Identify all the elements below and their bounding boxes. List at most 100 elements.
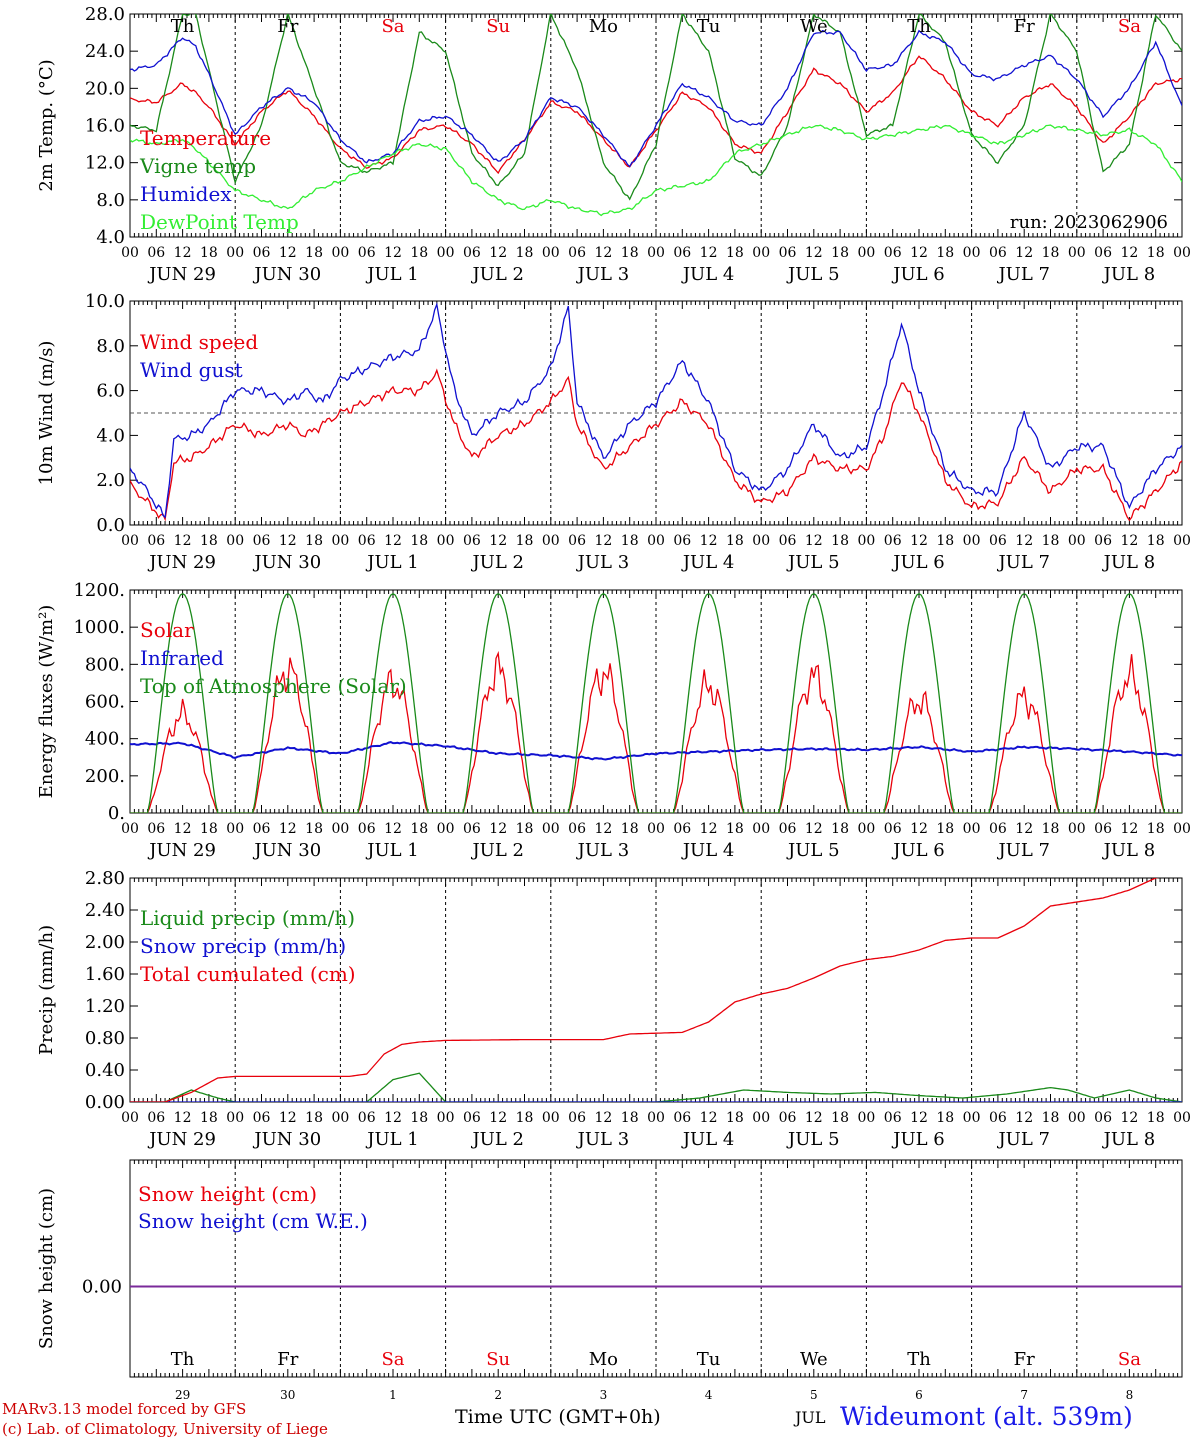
x-tick-label: 00 [857, 1110, 875, 1126]
x-tick-label: 06 [463, 245, 481, 261]
x-tick-label: 06 [253, 533, 271, 549]
day-number-label: 6 [915, 1388, 923, 1402]
x-tick-label: 06 [147, 1110, 165, 1126]
x-tick-label: 06 [147, 245, 165, 261]
date-label: JUN 29 [147, 264, 216, 285]
x-tick-label: 00 [226, 821, 244, 837]
y-tick-label: 12.0 [85, 153, 125, 174]
series-line-total-cumulated-cm- [130, 878, 1159, 1102]
day-number-label: 29 [175, 1388, 190, 1402]
date-label: JUL 6 [891, 1129, 945, 1150]
x-tick-label: 06 [989, 533, 1007, 549]
date-label: JUL 1 [365, 1129, 419, 1150]
legend-entry: Top of Atmosphere (Solar) [140, 674, 407, 698]
x-tick-label: 12 [384, 821, 402, 837]
x-tick-label: 00 [542, 245, 560, 261]
date-label: JUL 1 [365, 552, 419, 573]
weekday-label: Th [907, 1349, 931, 1370]
weekday-label: Su [486, 16, 510, 37]
y-tick-label: 24.0 [85, 41, 125, 62]
date-label: JUL 8 [1102, 552, 1156, 573]
x-tick-label: 06 [673, 821, 691, 837]
x-tick-label: 00 [1173, 245, 1191, 261]
date-label: JUL 1 [365, 264, 419, 285]
legend-entry: Liquid precip (mm/h) [140, 906, 355, 930]
weekday-label: Fr [277, 1349, 298, 1370]
x-tick-label: 00 [647, 245, 665, 261]
x-tick-label: 18 [1042, 533, 1060, 549]
weekday-label: We [800, 16, 828, 37]
y-tick-label: 400. [85, 729, 125, 750]
y-axis-label: Energy fluxes (W/m²) [36, 605, 57, 799]
legend-entry: Vigne temp [139, 154, 256, 178]
y-tick-label: 8.0 [96, 336, 125, 357]
date-label: JUL 2 [470, 264, 524, 285]
x-tick-label: 06 [989, 245, 1007, 261]
y-tick-label: 0.00 [82, 1277, 122, 1298]
date-label: JUL 4 [681, 840, 735, 861]
legend-entry: Humidex [140, 182, 232, 206]
weekday-label: Fr [1014, 16, 1035, 37]
x-tick-label: 18 [726, 245, 744, 261]
x-tick-label: 12 [279, 245, 297, 261]
time-axis-label: Time UTC (GMT+0h) [455, 1406, 661, 1428]
x-tick-label: 12 [1120, 821, 1138, 837]
x-tick-label: 06 [884, 821, 902, 837]
x-tick-label: 12 [805, 533, 823, 549]
x-tick-label: 12 [489, 245, 507, 261]
x-tick-label: 00 [1173, 821, 1191, 837]
lab-credit: (c) Lab. of Climatology, University of L… [2, 1420, 328, 1438]
panel-3: Energy fluxes (W/m²) 0. 200. 400. 600. 800. 10… [36, 580, 1191, 861]
x-tick-label: 12 [174, 821, 192, 837]
x-tick-label: 12 [279, 821, 297, 837]
x-tick-label: 00 [331, 1110, 349, 1126]
x-tick-label: 18 [621, 533, 639, 549]
x-tick-label: 06 [463, 533, 481, 549]
weekday-label: Tu [697, 1349, 721, 1370]
date-label: JUL 7 [996, 840, 1050, 861]
x-tick-label: 06 [1094, 245, 1112, 261]
legend-entry: DewPoint Temp [140, 210, 299, 234]
day-number-label: 8 [1126, 1388, 1134, 1402]
y-tick-label: 8.0 [96, 190, 125, 211]
y-axis-label: Snow height (cm) [36, 1188, 57, 1349]
x-tick-label: 00 [1068, 821, 1086, 837]
weekday-label: Sa [381, 1349, 404, 1370]
x-tick-label: 00 [437, 533, 455, 549]
date-label: JUL 6 [891, 264, 945, 285]
date-label: JUL 2 [470, 1129, 524, 1150]
panel-4: Precip (mm/h) 0.00 0.40 0.80 1.20 1.60 2.00 2.4… [36, 868, 1191, 1150]
date-label: JUL 7 [996, 552, 1050, 573]
x-tick-label: 12 [805, 1110, 823, 1126]
weekday-label: Fr [1014, 1349, 1035, 1370]
x-tick-label: 06 [147, 821, 165, 837]
x-tick-label: 12 [384, 245, 402, 261]
date-label: JUL 8 [1102, 1129, 1156, 1150]
x-tick-label: 12 [700, 533, 718, 549]
y-tick-label: 0.00 [85, 1092, 125, 1113]
x-tick-label: 12 [805, 245, 823, 261]
x-tick-label: 06 [568, 1110, 586, 1126]
x-tick-label: 00 [752, 821, 770, 837]
day-number-label: 5 [810, 1388, 818, 1402]
x-tick-label: 18 [200, 1110, 218, 1126]
date-label: JUL 4 [681, 552, 735, 573]
x-tick-label: 06 [358, 245, 376, 261]
x-tick-label: 18 [936, 821, 954, 837]
x-tick-label: 18 [305, 1110, 323, 1126]
x-tick-label: 06 [568, 821, 586, 837]
x-tick-label: 12 [1015, 821, 1033, 837]
station-name: Wideumont (alt. 539m) [840, 1402, 1133, 1431]
x-tick-label: 18 [410, 1110, 428, 1126]
legend-entry: Wind speed [140, 330, 258, 354]
x-tick-label: 12 [700, 1110, 718, 1126]
x-tick-label: 06 [358, 821, 376, 837]
x-tick-label: 18 [516, 821, 534, 837]
x-tick-label: 18 [1042, 1110, 1060, 1126]
x-tick-label: 06 [673, 245, 691, 261]
x-tick-label: 12 [174, 533, 192, 549]
x-tick-label: 00 [226, 245, 244, 261]
series-group [130, 592, 1182, 813]
x-tick-label: 06 [673, 533, 691, 549]
x-tick-label: 18 [1147, 821, 1165, 837]
